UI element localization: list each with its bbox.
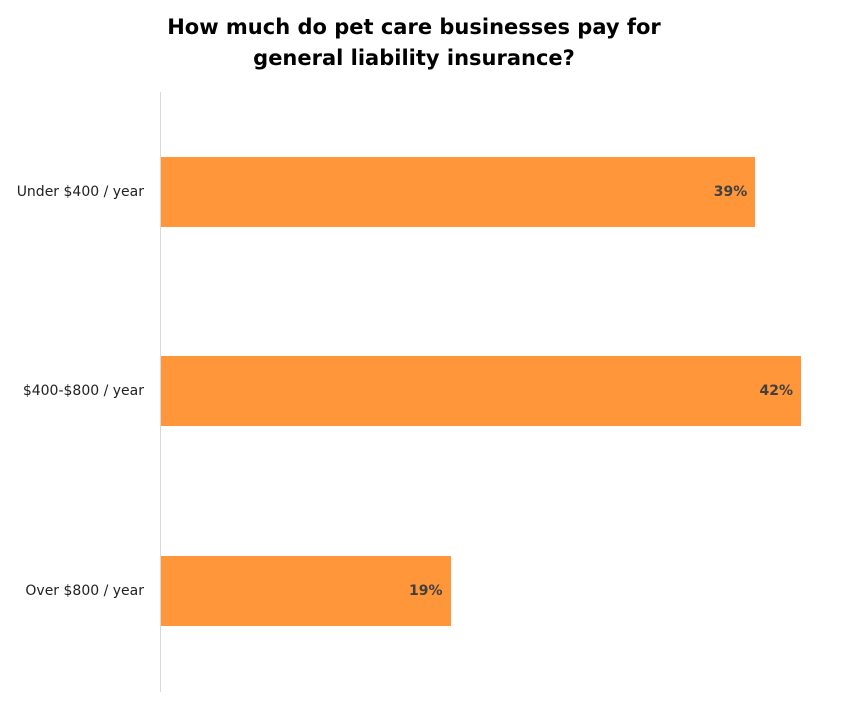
category-label: Under $400 / year xyxy=(16,184,144,200)
data-label: 19% xyxy=(409,583,443,599)
category-label: Over $800 / year xyxy=(25,583,144,599)
bar xyxy=(161,157,756,227)
bar xyxy=(161,356,801,426)
data-label: 42% xyxy=(759,383,793,399)
chart-title-line-2: general liability insurance? xyxy=(253,46,575,70)
bar xyxy=(161,556,451,626)
chart-title-line-1: How much do pet care businesses pay for xyxy=(167,15,661,39)
y-axis-line xyxy=(160,92,161,692)
data-label: 39% xyxy=(713,184,748,200)
chart-title: How much do pet care businesses pay for … xyxy=(0,12,828,74)
category-label: $400-$800 / year xyxy=(22,383,144,399)
